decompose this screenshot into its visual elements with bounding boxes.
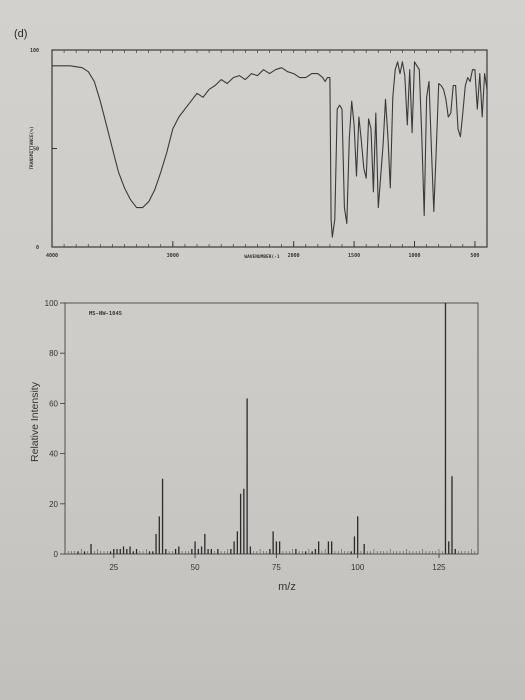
ms-x-tick-label: 75: [272, 563, 281, 572]
ir-y-tick-label: 0: [36, 245, 39, 251]
ms-title: MS-NW-1045: [89, 311, 122, 317]
ms-plot-frame: [64, 302, 479, 555]
ms-y-axis-label: Relative Intensity: [29, 381, 41, 462]
ms-y-tick-label: 40: [49, 450, 58, 459]
panel-label: (d): [14, 28, 28, 40]
ms-y-tick-label: 100: [45, 299, 59, 308]
ms-y-tick-label: 80: [49, 349, 58, 358]
ir-x-tick-label: 1500: [348, 253, 360, 259]
ms-y-tick-label: 60: [49, 399, 58, 408]
ms-y-tick-label: 0: [54, 550, 59, 559]
ir-y-tick-label: 100: [30, 48, 39, 54]
ms-x-tick-label: 50: [191, 563, 200, 572]
ms-x-tick-label: 100: [351, 563, 365, 572]
ir-y-tick-label: 50: [33, 147, 39, 153]
ir-x-tick-label: 4000: [46, 253, 58, 259]
ms-y-tick-label: 20: [49, 500, 58, 509]
ms-x-tick-label: 125: [432, 563, 446, 572]
ir-x-tick-label: 2000: [288, 253, 300, 259]
ms-x-tick-label: 25: [109, 563, 118, 572]
ir-x-tick-label: 500: [470, 253, 479, 259]
ir-y-axis-label: TRANSMITTANCE(%): [29, 126, 35, 169]
ir-spectrum-line: [52, 61, 488, 238]
ir-x-axis-label: WAVENUMBER(-1: [244, 254, 280, 260]
ms-x-axis-label: m/z: [278, 581, 296, 593]
ir-x-tick-label: 1000: [408, 253, 420, 259]
ir-x-tick-label: 3000: [167, 253, 179, 259]
